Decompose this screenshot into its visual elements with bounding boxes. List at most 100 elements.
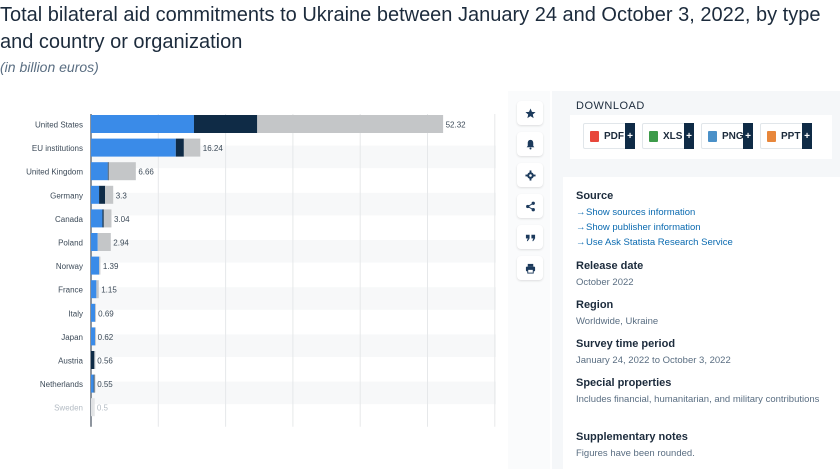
category-label: Poland [58, 239, 83, 248]
bar-segment-financial [91, 398, 94, 417]
show-publisher-label: Show publisher information [586, 222, 701, 233]
show-publisher-link[interactable]: →Show publisher information [576, 222, 701, 233]
bar-segment-financial [91, 303, 96, 322]
download-xls-plus[interactable]: + [684, 123, 694, 149]
arrow-right-icon: → [576, 207, 586, 218]
download-pdf-plus[interactable]: + [625, 123, 635, 149]
value-label: 6.66 [138, 168, 154, 177]
category-label: France [58, 286, 83, 295]
bar-segment-financial [91, 115, 194, 133]
row-band [91, 192, 496, 216]
arrow-right-icon: → [576, 222, 586, 233]
category-label: Japan [61, 333, 83, 342]
ask-statista-link[interactable]: →Use Ask Statista Research Service [576, 237, 733, 248]
bar-segment-military [91, 351, 95, 369]
bar-segment-military [107, 162, 109, 181]
download-ppt-label: PPT [781, 130, 801, 142]
bar-segment-military [102, 209, 104, 228]
download-ppt-plus[interactable]: + [802, 123, 812, 149]
bar-segment-military [93, 374, 95, 393]
download-ppt-button[interactable]: PPT + [760, 123, 812, 149]
value-label: 0.62 [98, 333, 114, 342]
value-label: 0.69 [98, 309, 114, 318]
release-date-heading: Release date [576, 260, 644, 272]
notification-button[interactable] [517, 132, 543, 156]
download-png-plus[interactable]: + [743, 123, 753, 149]
bar-segment-humanitarian [95, 303, 97, 322]
value-label: 0.5 [97, 404, 109, 413]
region-heading: Region [576, 299, 614, 311]
download-xls-label: XLS [663, 130, 683, 142]
png-file-icon [708, 130, 717, 142]
category-label: Italy [68, 309, 83, 318]
pdf-file-icon [590, 130, 599, 142]
value-label: 1.15 [101, 286, 117, 295]
bar-segment-financial [91, 162, 108, 181]
special-properties-value: Includes financial, humanitarian, and mi… [576, 394, 820, 405]
supplementary-notes-value: Figures have been rounded. [576, 448, 695, 459]
bar-segment-financial [91, 185, 100, 204]
value-label: 16.24 [203, 144, 224, 153]
row-band [91, 287, 496, 310]
statistic-info-panel [563, 177, 840, 469]
print-icon [525, 263, 535, 274]
bar-segment-humanitarian [93, 398, 95, 417]
bar-segment-financial [91, 327, 96, 346]
category-label: Norway [56, 262, 83, 271]
download-pdf-label: PDF [604, 130, 624, 142]
ask-statista-label: Use Ask Statista Research Service [586, 237, 733, 248]
favorite-button[interactable] [517, 101, 543, 125]
bar-segment-financial [91, 280, 97, 299]
category-label: Canada [55, 215, 84, 224]
chart-toolbar [508, 91, 550, 469]
arrow-right-icon: → [576, 237, 586, 248]
supplementary-notes-heading: Supplementary notes [576, 431, 688, 443]
value-label: 0.55 [97, 380, 113, 389]
quote-icon [525, 234, 535, 241]
show-sources-link[interactable]: →Show sources information [576, 207, 695, 218]
category-label: Germany [50, 191, 83, 200]
bar-segment-military [193, 115, 258, 133]
download-pdf-button[interactable]: PDF + [583, 123, 635, 149]
value-label: 3.3 [116, 191, 128, 200]
cite-button[interactable] [517, 225, 543, 249]
survey-period-heading: Survey time period [576, 338, 676, 350]
print-button[interactable] [517, 256, 543, 280]
survey-period-value: January 24, 2022 to October 3, 2022 [576, 355, 731, 366]
chart-panel: United States 52.32 EU institutions 16.24 Un… [0, 91, 506, 469]
bar-segment-financial [91, 233, 98, 251]
download-png-button[interactable]: PNG + [701, 123, 753, 149]
download-xls-button[interactable]: XLS + [642, 123, 694, 149]
download-png-label: PNG [722, 130, 744, 142]
row-band [91, 334, 496, 357]
bar-segment-military [99, 185, 106, 204]
source-heading: Source [576, 190, 614, 202]
bar-segment-financial [91, 138, 176, 157]
gear-icon [524, 169, 536, 181]
value-label: 0.56 [97, 357, 113, 366]
special-properties-heading: Special properties [576, 377, 672, 389]
bar-segment-humanitarian [94, 351, 96, 369]
bar-segment-humanitarian [103, 209, 112, 228]
ppt-file-icon [767, 130, 776, 142]
bar-segment-humanitarian [105, 185, 114, 204]
category-label: Netherlands [40, 380, 83, 389]
region-value: Worldwide, Ukraine [576, 316, 659, 327]
value-label: 3.04 [114, 215, 130, 224]
xls-file-icon [649, 130, 658, 142]
category-label: United Kingdom [26, 168, 83, 177]
settings-button[interactable] [517, 163, 543, 187]
category-label: EU institutions [32, 144, 83, 153]
bar-segment-financial [91, 209, 103, 228]
bar-segment-humanitarian [257, 115, 444, 133]
bar-chart: United States 52.32 EU institutions 16.24 Un… [26, 114, 496, 427]
page-subtitle: (in billion euros) [0, 59, 99, 75]
share-button[interactable] [517, 194, 543, 218]
category-label: Sweden [54, 404, 83, 413]
release-date-value: October 2022 [576, 277, 634, 288]
category-label: Austria [58, 357, 83, 366]
bar-segment-humanitarian [95, 327, 97, 346]
category-label: United States [35, 121, 83, 130]
bar-segment-humanitarian [108, 162, 136, 181]
show-sources-label: Show sources information [586, 207, 696, 218]
